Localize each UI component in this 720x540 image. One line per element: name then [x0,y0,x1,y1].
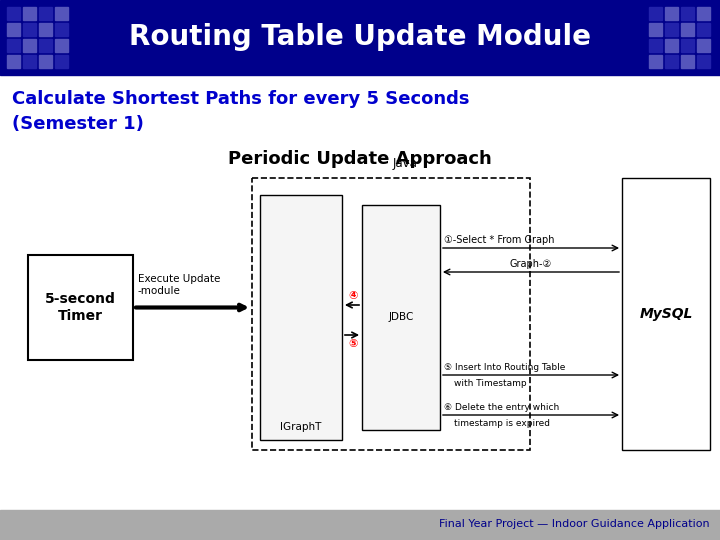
Bar [697,55,710,68]
Bar [622,178,710,450]
Bar [39,55,52,68]
Bar [23,23,36,36]
Text: ①-Select * From Graph: ①-Select * From Graph [444,235,554,245]
Text: ⑤: ⑤ [348,339,358,349]
Text: ⑤ Insert Into Routing Table: ⑤ Insert Into Routing Table [444,363,565,372]
Bar [697,39,710,52]
Text: IGraphT: IGraphT [280,422,322,432]
Text: MySQL: MySQL [639,307,693,321]
Bar [7,7,20,20]
Text: with Timestamp: with Timestamp [454,379,526,388]
Bar [665,7,678,20]
Bar [665,39,678,52]
Bar [260,195,342,440]
Bar [665,23,678,36]
Bar [23,7,36,20]
Bar [681,7,694,20]
Bar [649,39,662,52]
Bar [23,55,36,68]
Text: timestamp is expired: timestamp is expired [454,419,550,428]
Bar [28,255,133,360]
Bar [362,205,440,430]
Bar [55,23,68,36]
Bar [681,39,694,52]
Bar [697,23,710,36]
Bar [7,55,20,68]
Text: Calculate Shortest Paths for every 5 Seconds: Calculate Shortest Paths for every 5 Sec… [12,90,469,108]
Text: Execute Update
-module: Execute Update -module [138,274,220,295]
Text: Periodic Update Approach: Periodic Update Approach [228,150,492,168]
Bar [39,23,52,36]
Bar [252,178,530,450]
Text: Graph-②: Graph-② [510,259,552,269]
Bar [665,55,678,68]
Text: Java: Java [392,157,418,170]
Text: (Semester 1): (Semester 1) [12,115,144,133]
Bar [7,39,20,52]
Text: Final Year Project — Indoor Guidance Application: Final Year Project — Indoor Guidance App… [439,519,710,529]
Bar [0,0,720,75]
Text: ⑥ Delete the entry which: ⑥ Delete the entry which [444,403,559,412]
Text: ④: ④ [348,291,358,301]
Bar [39,39,52,52]
Text: Routing Table Update Module: Routing Table Update Module [129,23,591,51]
Bar [39,7,52,20]
Bar [55,7,68,20]
Bar [649,7,662,20]
Bar [681,23,694,36]
Bar [649,55,662,68]
Text: 5-second
Timer: 5-second Timer [45,292,116,322]
Bar [697,7,710,20]
Bar [55,55,68,68]
Bar [681,55,694,68]
Bar [649,23,662,36]
Text: JDBC: JDBC [388,313,414,322]
Bar [7,23,20,36]
Bar [23,39,36,52]
Bar [55,39,68,52]
Bar [0,510,720,540]
